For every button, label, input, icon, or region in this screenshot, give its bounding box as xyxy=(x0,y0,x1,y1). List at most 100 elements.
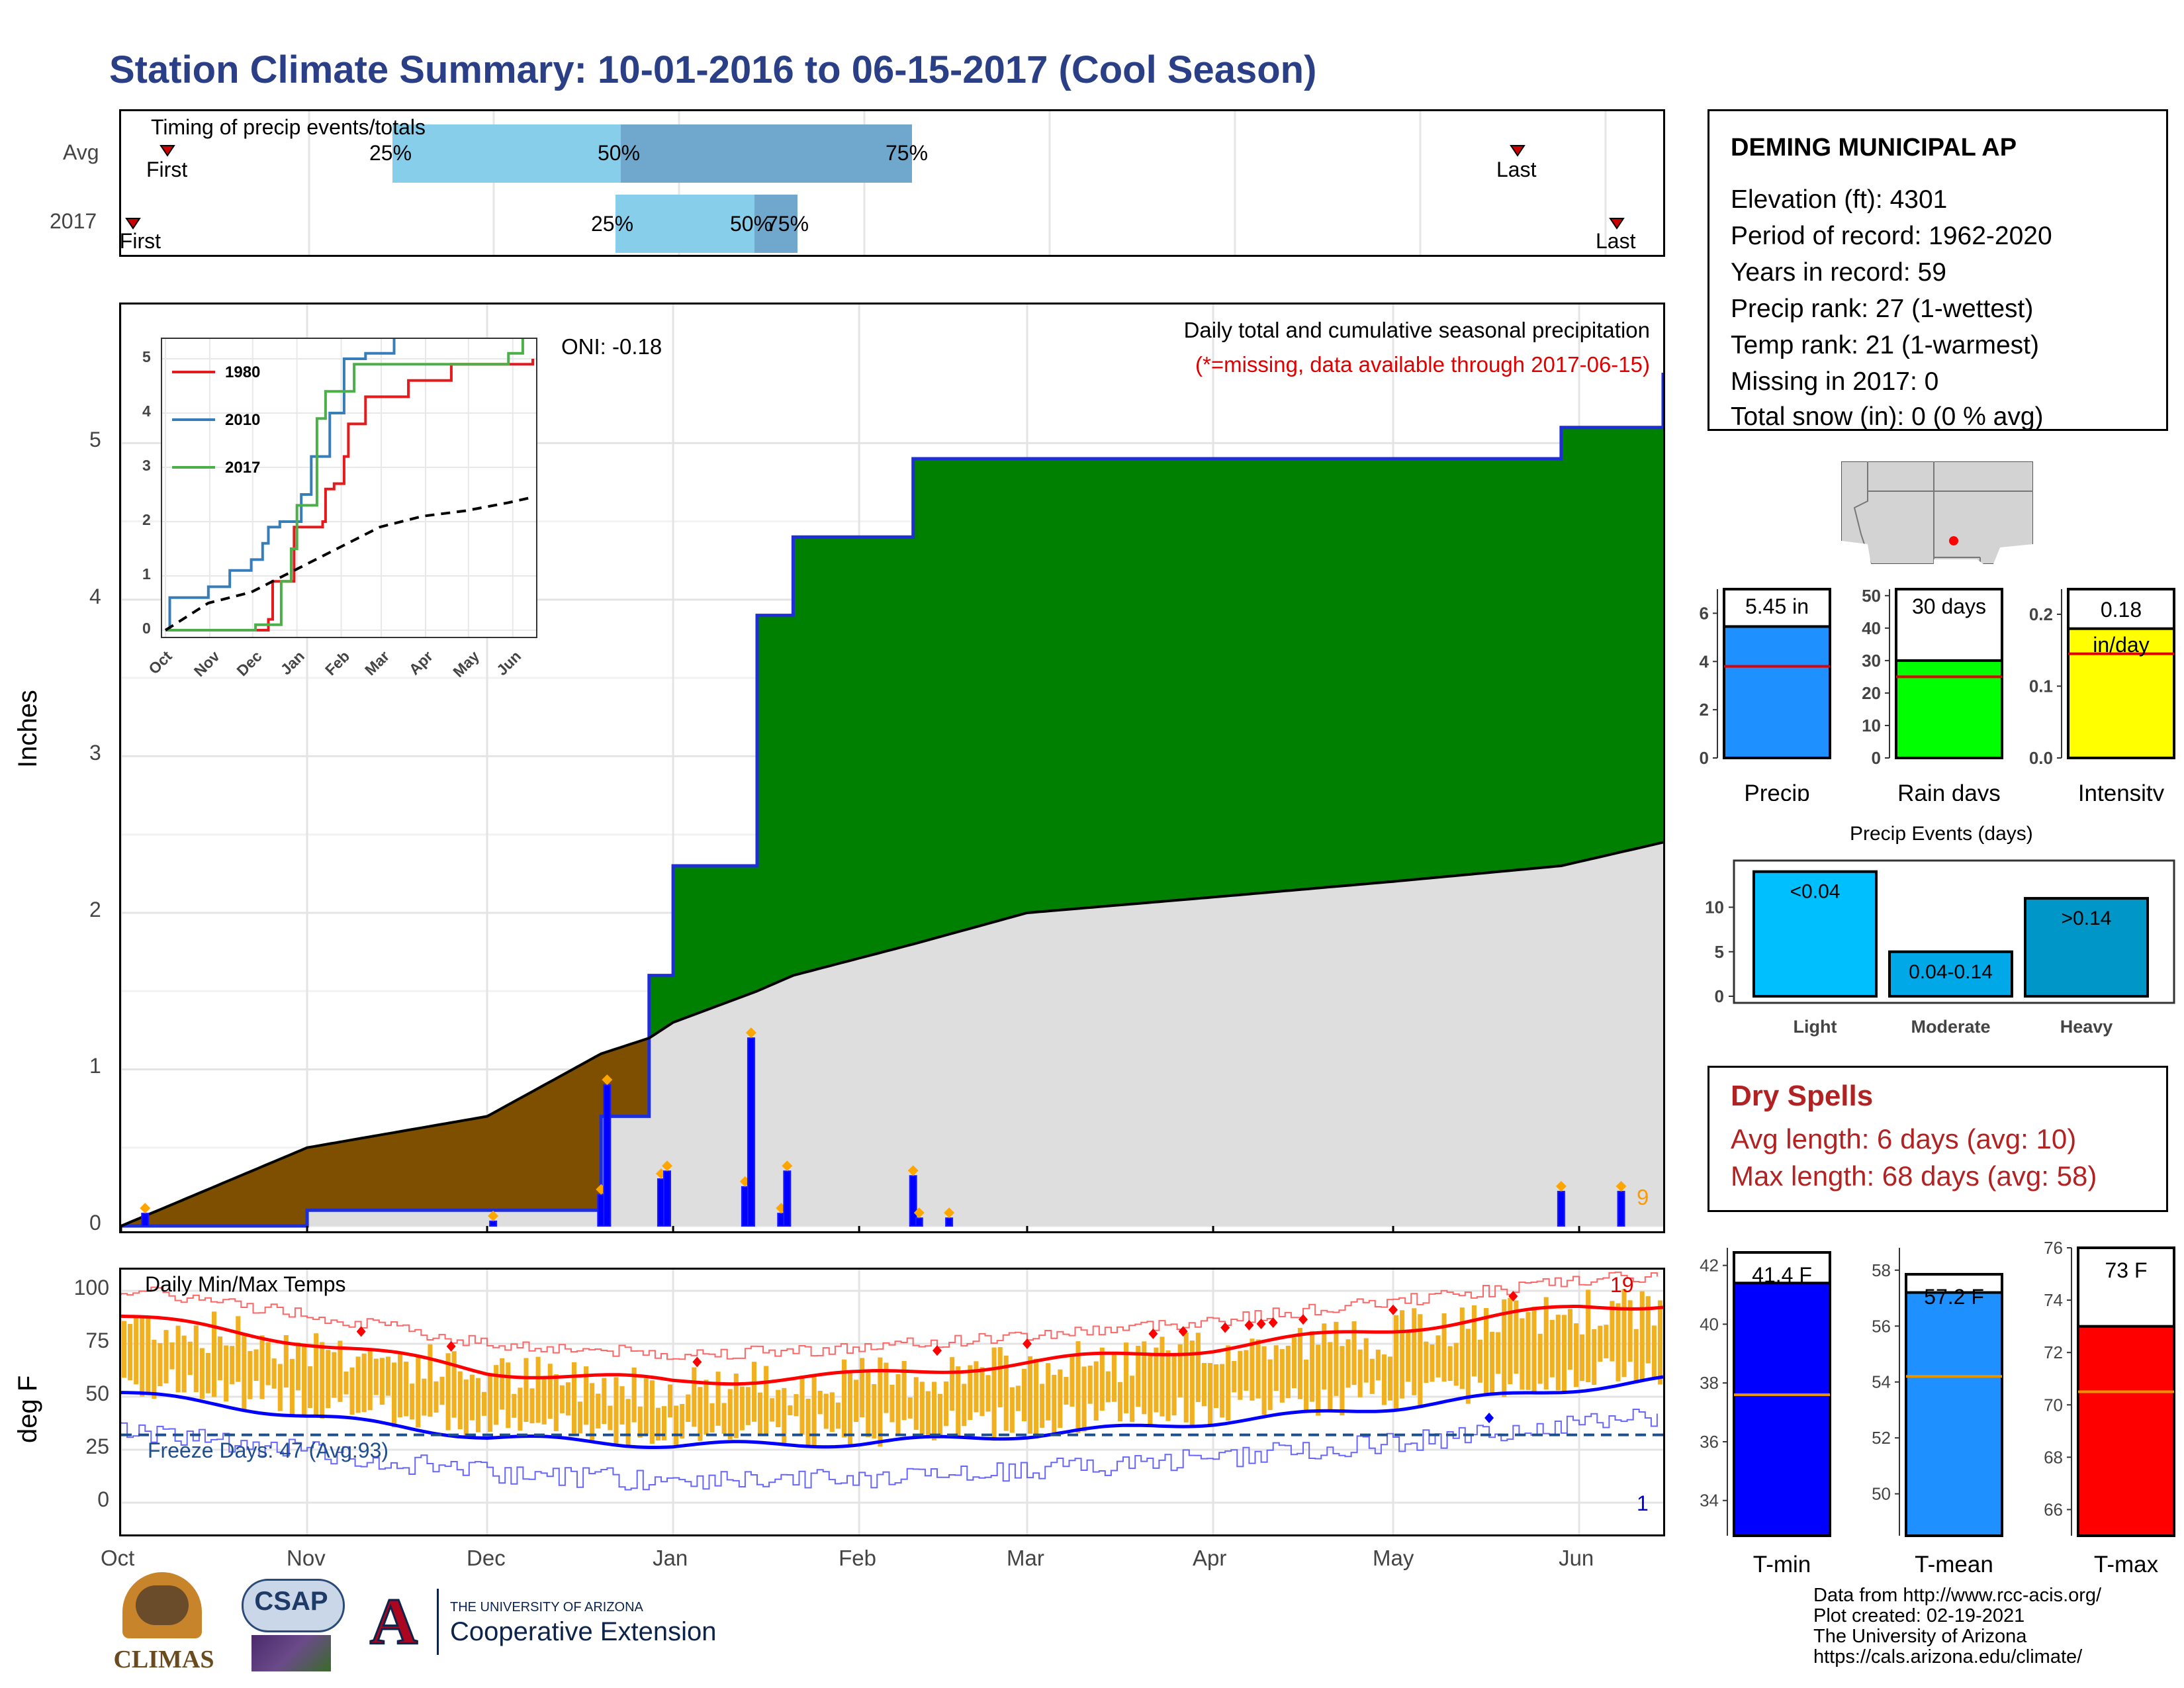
daily-temp-bar xyxy=(692,1367,697,1427)
y2017-last-label: Last xyxy=(1596,229,1636,253)
daily-temp-bar xyxy=(680,1403,685,1439)
daily-temp-bar xyxy=(1226,1345,1231,1421)
tbar-tick-label: 56 xyxy=(1872,1316,1891,1336)
daily-temp-bar xyxy=(637,1406,643,1438)
daily-temp-bar xyxy=(925,1391,931,1439)
daily-temp-bar xyxy=(1586,1289,1591,1383)
daily-temp-bar xyxy=(668,1384,673,1418)
daily-precip-marker xyxy=(1555,1180,1567,1192)
csap-logo: CSAP xyxy=(232,1579,347,1685)
record-high-marker xyxy=(356,1326,366,1337)
daily-temp-bar xyxy=(475,1378,480,1432)
station-line: Temp rank: 21 (1-warmest) xyxy=(1731,331,2039,359)
dry-avg-length: Avg length: 6 days (avg: 10) xyxy=(1731,1123,2077,1154)
daily-temp-bar xyxy=(404,1361,409,1417)
y2017-25-50-bar xyxy=(615,195,754,253)
record-high-marker xyxy=(1298,1314,1308,1325)
event-label: Light xyxy=(1794,1017,1837,1037)
temp-chart xyxy=(121,1270,1663,1534)
daily-temp-bar xyxy=(950,1357,955,1411)
daily-temp-bar xyxy=(854,1380,859,1423)
record-high-marker xyxy=(1244,1319,1254,1331)
daily-temp-bar xyxy=(1267,1359,1273,1411)
daily-temp-bar xyxy=(1220,1364,1225,1418)
daily-temp-bar xyxy=(248,1350,253,1399)
daily-temp-bar xyxy=(134,1317,139,1385)
daily-temp-bar xyxy=(512,1393,517,1418)
daily-temp-bar xyxy=(1633,1329,1639,1383)
inset-ytick-label: 2 xyxy=(142,511,151,528)
summary-tick-label: 0 xyxy=(1700,748,1709,768)
daily-temp-bar xyxy=(301,1345,307,1418)
record-high-marker xyxy=(1508,1291,1518,1302)
station-line: Period of record: 1962-2020 xyxy=(1731,222,2052,250)
tbar-tick-label: 68 xyxy=(2044,1447,2063,1467)
inset-line-2017 xyxy=(165,339,524,632)
event-value: 0.04-0.14 xyxy=(1909,961,1993,983)
summary-bar-0 xyxy=(1723,625,1831,760)
daily-temp-bar xyxy=(1514,1300,1519,1374)
daily-temp-bar xyxy=(1142,1341,1147,1415)
event-bar-1 xyxy=(1888,950,2013,998)
daily-temp-bar xyxy=(451,1351,457,1418)
daily-temp-bar xyxy=(439,1376,445,1405)
daily-temp-bar xyxy=(1255,1339,1261,1399)
daily-temp-bar xyxy=(1549,1319,1555,1378)
daily-temp-bar xyxy=(1400,1310,1405,1399)
daily-temp-bar xyxy=(1171,1356,1177,1416)
daily-temp-bar xyxy=(1322,1323,1327,1390)
daily-temp-bar xyxy=(848,1370,853,1448)
daily-temp-bar xyxy=(445,1353,451,1430)
daily-temp-bar xyxy=(733,1374,739,1438)
temp-ytick-label: 100 xyxy=(73,1276,109,1299)
avg-min-temp-line xyxy=(121,1375,1663,1449)
daily-temp-bar xyxy=(1543,1297,1549,1390)
daily-temp-bar xyxy=(175,1325,181,1393)
daily-temp-bar xyxy=(169,1342,175,1370)
daily-temp-bar xyxy=(295,1342,300,1391)
tbar-label: T-min xyxy=(1753,1552,1811,1577)
daily-temp-bar xyxy=(181,1335,187,1393)
daily-temp-bar xyxy=(1381,1354,1387,1405)
event-bar-0 xyxy=(1752,870,1878,998)
inset-legend-label: 2010 xyxy=(225,411,260,429)
daily-temp-bar xyxy=(751,1362,757,1422)
daily-temp-bar xyxy=(596,1393,601,1429)
y2017-50-75-bar xyxy=(754,195,797,253)
daily-temp-bar xyxy=(1447,1346,1453,1382)
daily-temp-bar xyxy=(608,1405,613,1430)
record-high-line xyxy=(121,1271,1658,1360)
summary-tick-label: 40 xyxy=(1862,618,1881,638)
tbar-tick-label: 54 xyxy=(1872,1372,1891,1392)
events-tick-label: 0 xyxy=(1715,986,1724,1006)
daily-temp-bar xyxy=(1310,1331,1315,1402)
record-high-marker xyxy=(446,1340,456,1352)
daily-temp-bar xyxy=(1052,1374,1057,1434)
daily-temp-bar xyxy=(506,1362,511,1429)
daily-temp-bar xyxy=(277,1364,283,1411)
daily-precip-bar xyxy=(141,1213,150,1227)
station-line: Missing in 2017: 0 xyxy=(1731,367,1939,396)
daily-temp-bar xyxy=(1117,1382,1123,1422)
avg-first-label: First xyxy=(146,158,188,181)
tbar-tick-label: 72 xyxy=(2044,1342,2063,1362)
daily-temp-bar xyxy=(1418,1314,1423,1409)
daily-temp-bar xyxy=(872,1383,877,1439)
event-label: Moderate xyxy=(1911,1017,1990,1037)
daily-temp-bar xyxy=(770,1398,775,1422)
inset-legend-label: 1980 xyxy=(225,363,260,381)
daily-temp-bar xyxy=(1040,1383,1045,1428)
daily-temp-bar xyxy=(1027,1356,1033,1434)
avg-last-label: Last xyxy=(1496,158,1537,181)
summary-tick-label: 0.0 xyxy=(2029,748,2053,768)
daily-temp-bar xyxy=(1502,1299,1507,1397)
tbar-tick-label: 36 xyxy=(1700,1432,1719,1452)
daily-temp-bar xyxy=(571,1362,577,1434)
daily-temp-bar xyxy=(163,1330,169,1383)
daily-temp-bar xyxy=(367,1348,373,1411)
daily-temp-bar xyxy=(1592,1329,1597,1385)
events-tick-label: 5 xyxy=(1715,942,1724,962)
climas-text: CLIMAS xyxy=(113,1646,214,1673)
daily-temp-bar xyxy=(1183,1332,1189,1423)
inset-ytick-label: 3 xyxy=(142,457,151,474)
